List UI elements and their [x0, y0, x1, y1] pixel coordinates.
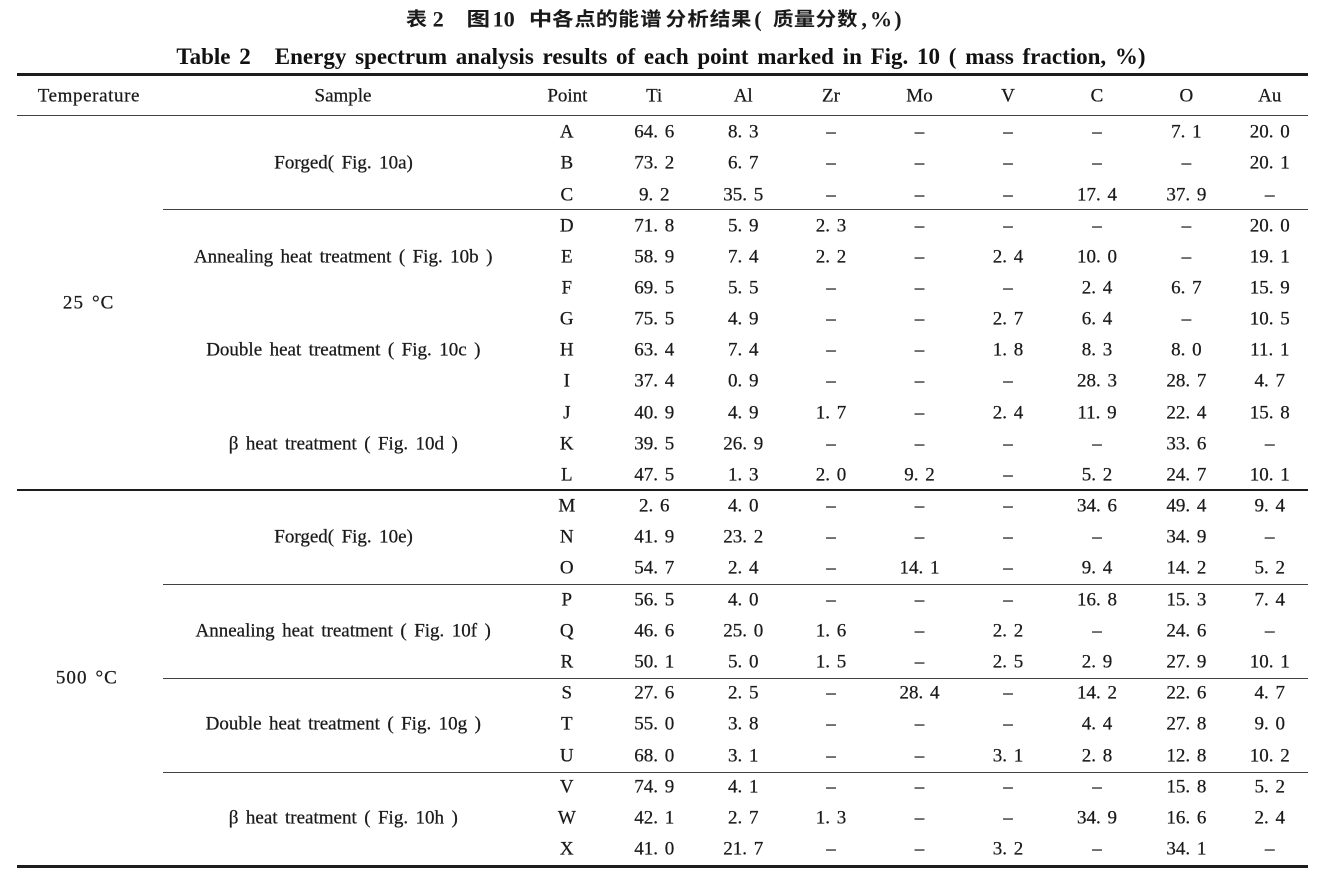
svg-text:10: 10: [492, 7, 514, 32]
svg-text:,: ,: [861, 7, 867, 32]
svg-text:(: (: [754, 7, 761, 32]
svg-text:%: %: [870, 7, 892, 32]
svg-text:2: 2: [433, 7, 444, 32]
svg-text:): ): [894, 7, 901, 32]
